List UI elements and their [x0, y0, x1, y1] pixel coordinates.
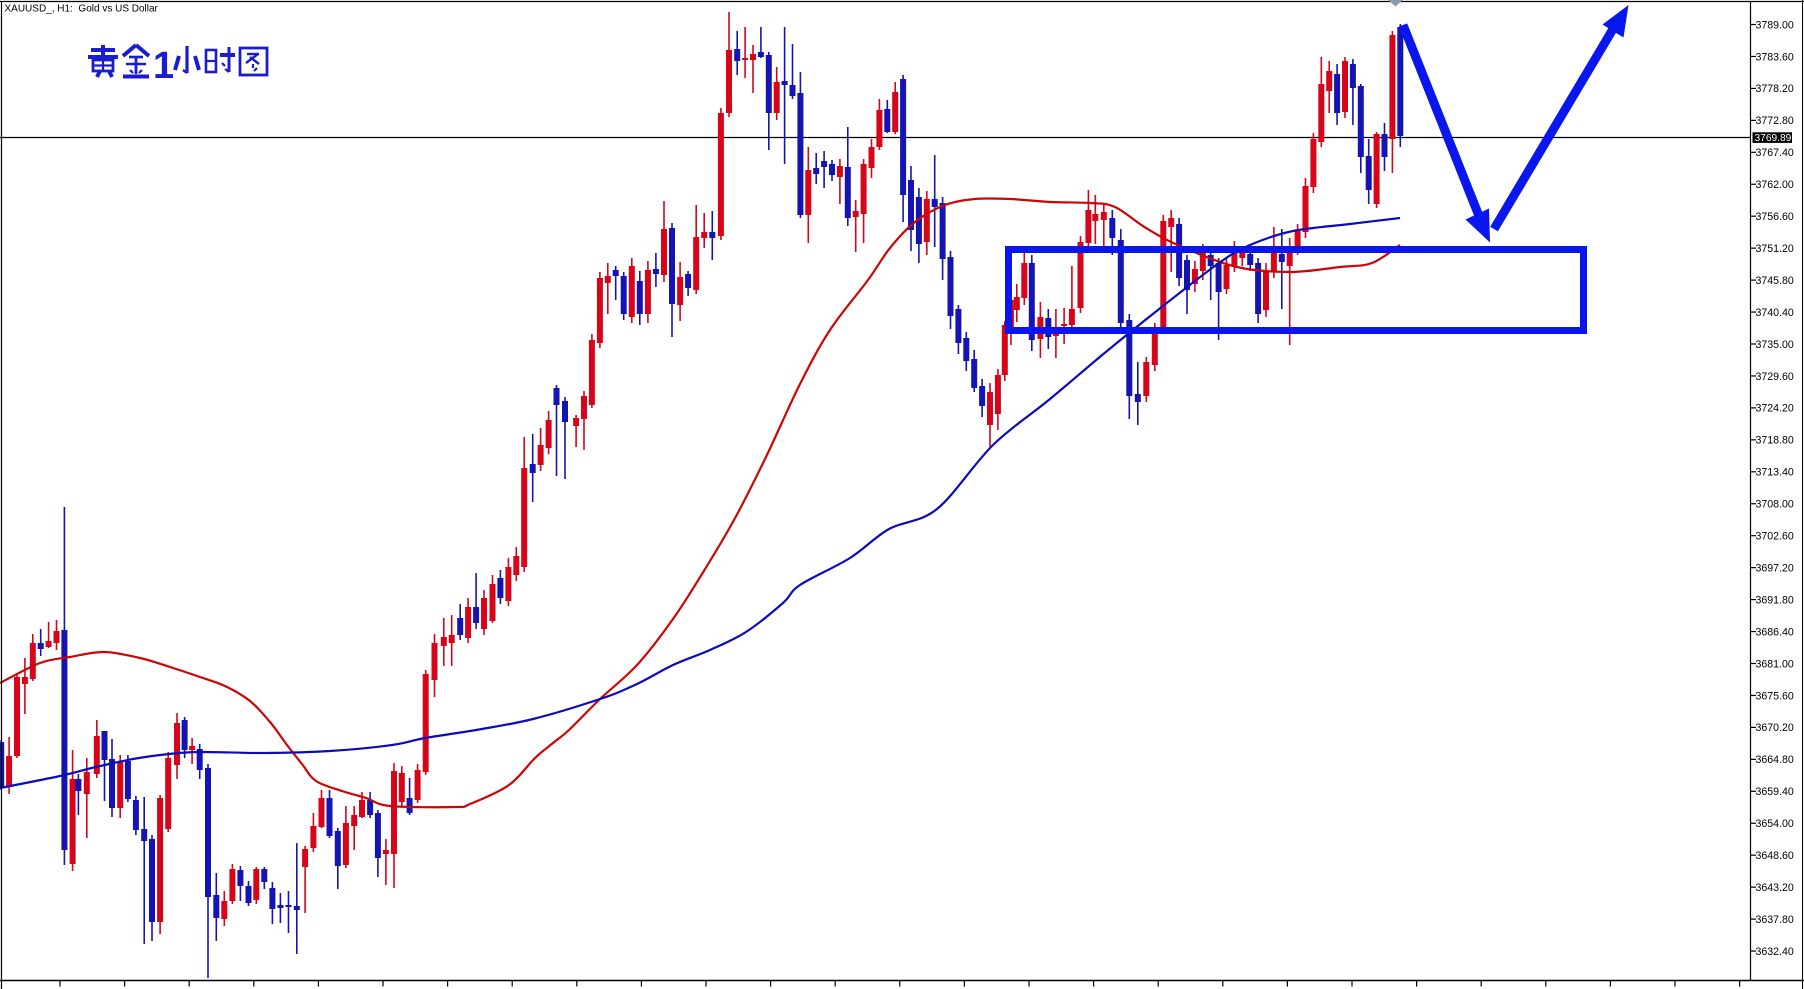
svg-text:3675.60: 3675.60: [1756, 690, 1794, 702]
svg-text:3718.80: 3718.80: [1756, 435, 1794, 447]
svg-text:3740.40: 3740.40: [1756, 307, 1794, 319]
svg-text:3762.00: 3762.00: [1756, 179, 1794, 191]
svg-text:3713.40: 3713.40: [1756, 467, 1794, 479]
svg-text:3691.80: 3691.80: [1756, 594, 1794, 606]
svg-text:3735.00: 3735.00: [1756, 339, 1794, 351]
svg-text:3729.60: 3729.60: [1756, 371, 1794, 383]
svg-text:3772.80: 3772.80: [1756, 115, 1794, 127]
svg-text:3756.60: 3756.60: [1756, 211, 1794, 223]
svg-text:3708.00: 3708.00: [1756, 499, 1794, 511]
svg-text:3654.00: 3654.00: [1756, 818, 1794, 830]
svg-text:3769.89: 3769.89: [1755, 133, 1792, 144]
svg-text:3783.60: 3783.60: [1756, 51, 1794, 63]
svg-text:3643.20: 3643.20: [1756, 882, 1794, 894]
svg-text:3686.40: 3686.40: [1756, 626, 1794, 638]
svg-text:3751.20: 3751.20: [1756, 243, 1794, 255]
svg-text:3659.40: 3659.40: [1756, 786, 1794, 798]
svg-text:3724.20: 3724.20: [1756, 403, 1794, 415]
svg-text:3745.80: 3745.80: [1756, 275, 1794, 287]
svg-text:3778.20: 3778.20: [1756, 83, 1794, 95]
svg-text:XAUUSD_, H1: Gold vs US Dolla: XAUUSD_, H1: Gold vs US Dollar: [5, 4, 159, 15]
svg-text:3697.20: 3697.20: [1756, 562, 1794, 574]
svg-text:3670.20: 3670.20: [1756, 722, 1794, 734]
svg-text:3664.80: 3664.80: [1756, 754, 1794, 766]
svg-text:3648.60: 3648.60: [1756, 850, 1794, 862]
svg-text:3789.00: 3789.00: [1756, 19, 1794, 31]
svg-text:3767.40: 3767.40: [1756, 147, 1794, 159]
svg-text:1: 1: [153, 45, 174, 87]
svg-text:3632.40: 3632.40: [1756, 946, 1794, 958]
svg-text:3702.60: 3702.60: [1756, 531, 1794, 543]
svg-text:3681.00: 3681.00: [1756, 658, 1794, 670]
svg-text:3637.80: 3637.80: [1756, 914, 1794, 926]
